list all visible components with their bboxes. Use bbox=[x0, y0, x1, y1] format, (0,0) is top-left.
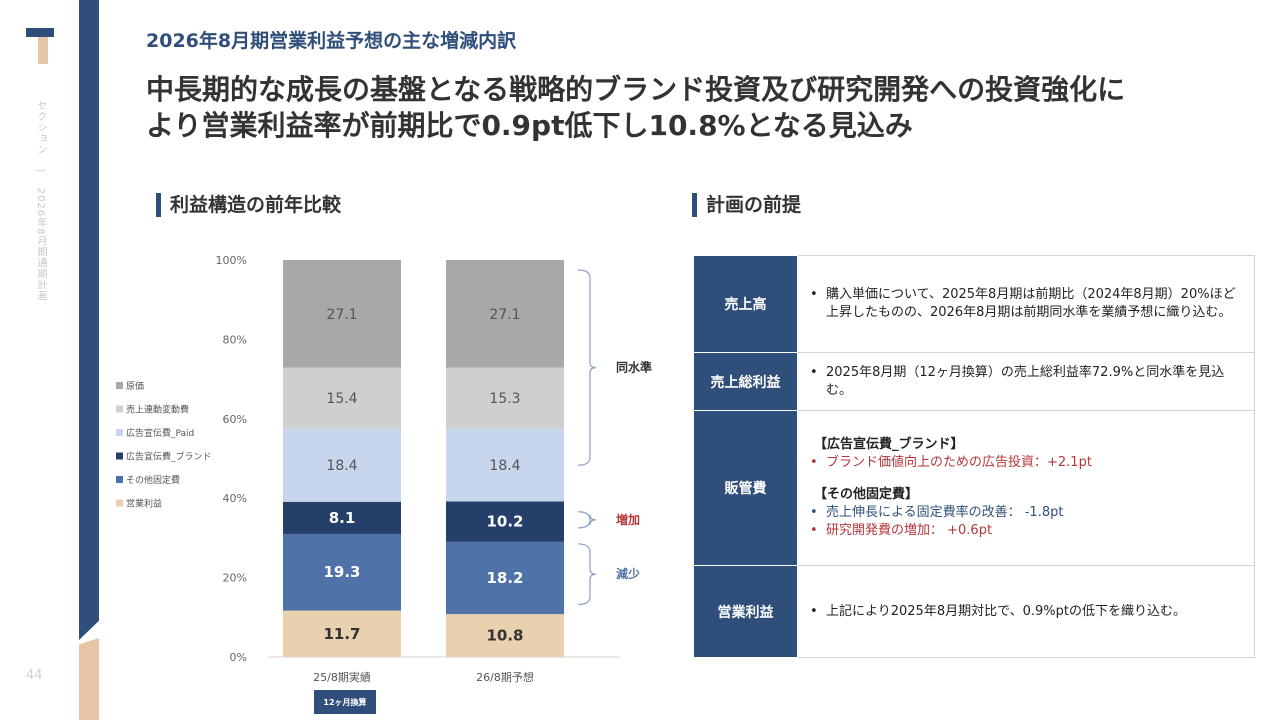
profit-structure-chart: 0% 20% 40% 60% 80% 100% 11.7 19.3 8.1 18.4 15.4 27.… bbox=[116, 254, 652, 684]
section-indicator: セクション | 2026年8月期通期計画 bbox=[28, 100, 48, 302]
annotation-label: 同水準 bbox=[616, 360, 652, 375]
bar-segment bbox=[446, 541, 564, 615]
bar-value-label: 27.1 bbox=[489, 307, 520, 323]
bar-value-label: 11.7 bbox=[323, 625, 360, 643]
plan-section-title: 計画の前提 bbox=[692, 192, 801, 218]
bar-value-label: 8.1 bbox=[329, 509, 356, 527]
plan-key-sales: 売上高 bbox=[693, 255, 798, 353]
plan-row-gross-profit: 売上総利益 2025年8月期（12ヶ月換算）の売上総利益率72.9%と同水準を見… bbox=[693, 352, 1255, 411]
bar-value-label: 19.3 bbox=[323, 563, 360, 581]
legend-label: 営業利益 bbox=[126, 498, 162, 510]
bar-segment bbox=[283, 610, 401, 657]
slide-subtitle: 2026年8月期営業利益予想の主な増減内訳 bbox=[146, 30, 517, 52]
bar-segment bbox=[283, 260, 401, 368]
bar-segment bbox=[283, 533, 401, 611]
bar-segment bbox=[446, 260, 564, 368]
sga-fixed-item-2: 研究開発費の増加： +0.6pt bbox=[808, 522, 1246, 540]
plan-key-gross-profit: 売上総利益 bbox=[693, 352, 798, 411]
slide-headline: 中長期的な成長の基盤となる戦略的ブランド投資及び研究開発への投資強化に より営業… bbox=[146, 72, 1246, 144]
bar-value-label: 10.2 bbox=[486, 513, 523, 531]
bar-segment bbox=[283, 501, 401, 534]
bar-value-label: 15.3 bbox=[489, 391, 520, 407]
plan-value-gross-profit: 2025年8月期（12ヶ月換算）の売上総利益率72.9%と同水準を見込む。 bbox=[797, 352, 1255, 411]
bar-segment bbox=[446, 367, 564, 429]
legend-label: 広告宣伝費_Paid bbox=[126, 427, 194, 439]
x-category-label: 26/8期予想 bbox=[476, 670, 534, 684]
plan-row-operating-profit: 営業利益 上記により2025年8月期対比で、0.9%ptの低下を織り込む。 bbox=[693, 565, 1255, 658]
legend-swatch bbox=[116, 405, 123, 413]
plan-row-sga: 販管費 【広告宣伝費_ブランド】 ブランド価値向上のための広告投資：+2.1pt… bbox=[693, 410, 1255, 566]
plan-gross-profit-text: 2025年8月期（12ヶ月換算）の売上総利益率72.9%と同水準を見込む。 bbox=[808, 364, 1246, 400]
annotation-brace bbox=[577, 543, 597, 606]
x-category-label: 25/8期実績 bbox=[313, 670, 371, 684]
bar-segment bbox=[446, 614, 564, 657]
plan-row-sales: 売上高 購入単価について、2025年8月期は前期比（2024年8月期）20%ほど… bbox=[693, 255, 1255, 353]
headline-line-1: 中長期的な成長の基盤となる戦略的ブランド投資及び研究開発への投資強化に bbox=[146, 73, 1126, 106]
legend-label: その他固定費 bbox=[126, 474, 180, 486]
bar-segment bbox=[283, 367, 401, 429]
y-tick-label: 20% bbox=[223, 572, 247, 585]
headline-line-2: より営業利益率が前期比で0.9pt低下し10.8%となる見込み bbox=[146, 109, 913, 142]
bar-value-label: 27.1 bbox=[326, 307, 357, 323]
annotation-brace bbox=[577, 511, 597, 529]
legend-swatch bbox=[116, 382, 123, 389]
plan-key-sga: 販管費 bbox=[693, 410, 798, 566]
bar-value-label: 15.4 bbox=[326, 391, 357, 407]
y-tick-label: 60% bbox=[223, 413, 247, 426]
chart-section-title: 利益構造の前年比較 bbox=[156, 192, 341, 218]
bar-value-label: 10.8 bbox=[486, 627, 523, 645]
legend-label: 原価 bbox=[126, 380, 144, 392]
annotation-label: 減少 bbox=[616, 566, 640, 581]
legend-label: 売上連動変動費 bbox=[126, 404, 189, 416]
plan-sales-text: 購入単価について、2025年8月期は前期比（2024年8月期）20%ほど上昇した… bbox=[808, 286, 1246, 322]
y-tick-label: 0% bbox=[230, 651, 247, 664]
y-tick-label: 100% bbox=[216, 254, 247, 267]
plan-assumptions-table: 売上高 購入単価について、2025年8月期は前期比（2024年8月期）20%ほど… bbox=[693, 255, 1255, 658]
bar-value-label: 18.4 bbox=[489, 458, 520, 474]
sga-fixed-item-1: 売上伸長による固定費率の改善： -1.8pt bbox=[808, 504, 1246, 522]
bar-segment bbox=[283, 428, 401, 502]
legend-swatch bbox=[116, 476, 123, 483]
bar-value-label: 18.4 bbox=[326, 458, 357, 474]
bar-value-label: 18.2 bbox=[486, 569, 523, 587]
sga-brand-item: ブランド価値向上のための広告投資：+2.1pt bbox=[808, 454, 1246, 472]
annualized-tag: 12ヶ月換算 bbox=[314, 690, 376, 714]
plan-operating-profit-text: 上記により2025年8月期対比で、0.9%ptの低下を織り込む。 bbox=[808, 603, 1246, 621]
legend-swatch bbox=[116, 452, 123, 460]
y-tick-label: 80% bbox=[223, 333, 247, 346]
plan-value-operating-profit: 上記により2025年8月期対比で、0.9%ptの低下を織り込む。 bbox=[797, 565, 1255, 658]
legend-swatch bbox=[116, 499, 123, 507]
legend-swatch bbox=[116, 429, 123, 436]
legend-label: 広告宣伝費_ブランド bbox=[126, 451, 212, 463]
plan-value-sales: 購入単価について、2025年8月期は前期比（2024年8月期）20%ほど上昇した… bbox=[797, 255, 1255, 353]
bar-segment bbox=[446, 501, 564, 542]
plan-key-operating-profit: 営業利益 bbox=[693, 565, 798, 658]
section-title: 2026年8月期通期計画 bbox=[35, 187, 46, 302]
y-tick-label: 40% bbox=[223, 492, 247, 505]
sga-fixed-heading: 【その他固定費】 bbox=[814, 487, 919, 502]
decor-stripe-tan bbox=[79, 638, 99, 720]
bar-segment bbox=[446, 428, 564, 502]
page-number: 44 bbox=[26, 668, 43, 683]
section-separator: | bbox=[35, 169, 46, 174]
plan-value-sga: 【広告宣伝費_ブランド】 ブランド価値向上のための広告投資：+2.1pt 【その… bbox=[797, 410, 1255, 566]
annotation-brace bbox=[577, 269, 597, 466]
section-label: セクション bbox=[35, 100, 46, 155]
sga-brand-heading: 【広告宣伝費_ブランド】 bbox=[814, 437, 964, 452]
company-logo bbox=[26, 28, 54, 66]
annotation-label: 増加 bbox=[616, 512, 640, 527]
decor-stripe-blue bbox=[79, 0, 99, 640]
